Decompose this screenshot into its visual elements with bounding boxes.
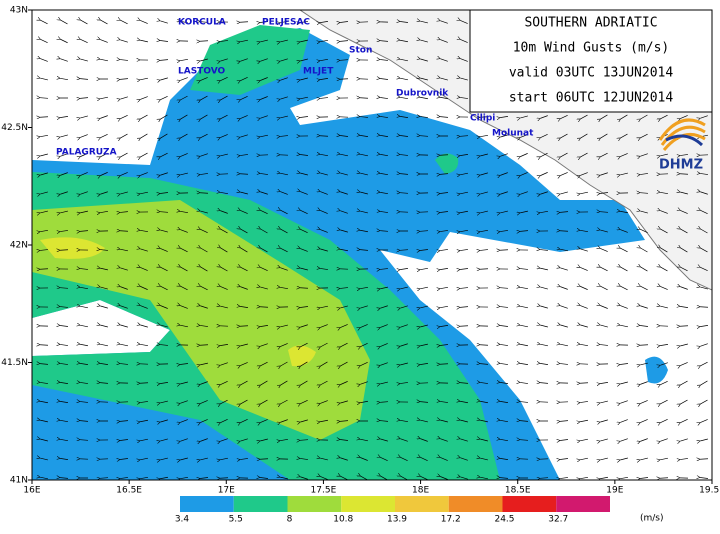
colorbar-label: 24.5 <box>494 515 514 525</box>
x-tick-label: 17E <box>218 486 235 496</box>
colorbar-label: 13.9 <box>387 515 407 525</box>
logo-text: DHMZ <box>659 158 703 173</box>
place-label: Ston <box>349 46 372 56</box>
place-label: LASTOVO <box>178 67 226 77</box>
colorbar-swatch <box>341 496 395 512</box>
colorbar-label: 8 <box>287 515 293 525</box>
y-tick-label: 42N <box>10 241 28 251</box>
y-tick-label: 42.5N <box>1 123 28 133</box>
colorbar-label: 3.4 <box>175 515 190 525</box>
x-tick-label: 19.5E <box>699 486 720 496</box>
title-line: valid 03UTC 13JUN2014 <box>509 66 674 81</box>
place-label: PELJESAC <box>262 18 310 28</box>
colorbar-swatch <box>395 496 449 512</box>
place-label: KORCULA <box>178 18 226 28</box>
calm-area <box>32 10 160 140</box>
colorbar-swatch <box>503 496 557 512</box>
x-tick-label: 18.5E <box>505 486 531 496</box>
x-tick-label: 17.5E <box>311 486 337 496</box>
y-tick-label: 43N <box>10 6 28 16</box>
colorbar: 3.4 5.5 8 10.8 13.9 17.2 24.5 32.7 <box>175 496 610 525</box>
title-line: 10m Wind Gusts (m/s) <box>513 41 670 56</box>
colorbar-label: 17.2 <box>441 515 461 525</box>
colorbar-unit: (m/s) <box>640 514 664 524</box>
colorbar-swatch <box>288 496 342 512</box>
colorbar-swatch <box>556 496 610 512</box>
colorbar-swatch <box>449 496 503 512</box>
colorbar-label: 32.7 <box>548 515 568 525</box>
place-label: PALAGRUZA <box>56 148 117 158</box>
y-tick-label: 41.5N <box>1 358 28 368</box>
x-tick-label: 18E <box>412 486 429 496</box>
place-label: MLJET <box>303 67 334 77</box>
colorbar-label: 5.5 <box>229 515 243 525</box>
colorbar-label: 10.8 <box>333 515 353 525</box>
colorbar-swatch <box>180 496 234 512</box>
x-tick-label: 16E <box>23 486 40 496</box>
x-tick-label: 19E <box>606 486 623 496</box>
title-line: start 06UTC 12JUN2014 <box>509 91 674 106</box>
y-tick-label: 41N <box>10 476 28 486</box>
place-label: Cilipi <box>470 114 495 124</box>
place-label: Dubrovnik <box>396 89 449 99</box>
title-line: SOUTHERN ADRIATIC <box>524 16 657 31</box>
colorbar-swatch <box>234 496 288 512</box>
x-tick-label: 16.5E <box>116 486 142 496</box>
place-label: Molunat <box>492 129 534 139</box>
